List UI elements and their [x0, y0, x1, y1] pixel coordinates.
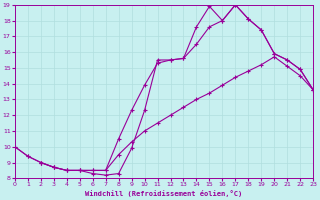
X-axis label: Windchill (Refroidissement éolien,°C): Windchill (Refroidissement éolien,°C): [85, 190, 243, 197]
